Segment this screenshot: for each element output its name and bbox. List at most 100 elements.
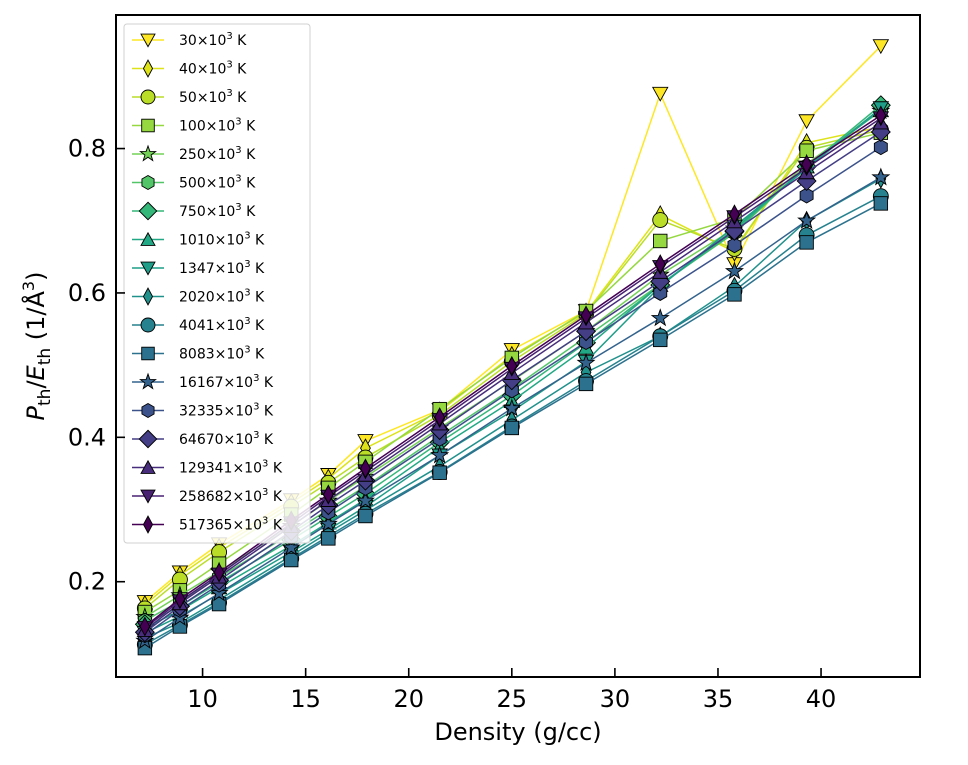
legend-label: 64670×103 K [179, 430, 274, 448]
legend-label: 32335×103 K [179, 402, 274, 420]
legend-entry-4041: 4041×103 K [132, 316, 265, 334]
legend-marker [142, 515, 154, 534]
legend-label: 40×103 K [179, 60, 247, 78]
data-point-8083-6 [432, 465, 447, 480]
data-point-16167-6 [430, 445, 450, 464]
data-point-517365-12 [875, 105, 887, 126]
legend-frame [123, 23, 311, 544]
data-point-16167-11 [797, 210, 817, 229]
series-8083 [137, 196, 889, 656]
legend-entry-750: 750×103 K [132, 201, 256, 221]
legend-label: 8083×103 K [179, 345, 265, 363]
data-point-8083-8 [578, 376, 594, 392]
data-point-16167-10 [724, 261, 744, 280]
legend-marker [140, 261, 156, 276]
legend-label: 250×103 K [179, 145, 256, 163]
legend-marker [140, 489, 156, 504]
data-point-517365-6 [434, 407, 446, 428]
data-point-8083-5 [358, 508, 373, 524]
y-tick-label: 0.8 [68, 135, 106, 163]
legend-entry-2020: 2020×103 K [132, 287, 265, 306]
legend-entry-250: 250×103 K [132, 144, 256, 163]
y-axis-title-sub1: th [35, 389, 55, 406]
y-axis-title-sup: 3 [19, 281, 38, 291]
data-point-30-9 [651, 86, 669, 102]
axis-ticks: 10 15 20 25 30 35 40 0.2 0.4 0.6 0.8 [68, 135, 836, 713]
data-point-8083-11 [799, 235, 814, 250]
data-point-16167-8 [576, 352, 596, 372]
data-point-517365-2 [213, 562, 225, 583]
y-tick-label: 0.4 [68, 423, 106, 451]
data-point-517365-0 [139, 616, 151, 637]
data-point-32335-9 [653, 284, 668, 301]
legend-entry-32335: 32335×103 K [132, 402, 274, 420]
legend-label: 517365×103 K [179, 516, 283, 534]
y-axis-title-sub2: th [35, 348, 55, 365]
legend-entry-258682: 258682×103 K [132, 487, 283, 505]
data-point-16167-3 [281, 537, 301, 556]
y-tick-label: 0.2 [68, 568, 106, 596]
legend-label: 16167×103 K [179, 373, 274, 391]
data-point-517365-4 [322, 484, 334, 505]
data-point-8083-2 [211, 596, 227, 612]
legend-entry-517365: 517365×103 K [132, 515, 283, 534]
y-axis-title-e: E [22, 364, 50, 380]
legend-marker [141, 174, 155, 191]
data-point-32335-12 [873, 139, 888, 156]
data-point-517365-9 [654, 254, 666, 275]
legend-marker [142, 59, 154, 78]
legend-label: 30×103 K [179, 31, 247, 49]
data-point-517365-1 [174, 589, 186, 609]
legend-entry-40: 40×103 K [132, 59, 247, 78]
data-point-30-12 [872, 39, 890, 55]
legend-marker [140, 33, 156, 48]
x-tick-label: 10 [187, 685, 218, 713]
x-tick-label: 15 [290, 685, 321, 713]
series-16167 [135, 167, 891, 649]
y-axis-title: Pth/Eth (1/Å3) [19, 272, 55, 421]
legend-label: 1347×103 K [179, 259, 265, 277]
legend-marker [139, 144, 157, 162]
legend-label: 750×103 K [179, 202, 256, 220]
legend-entry-64670: 64670×103 K [132, 429, 274, 449]
data-point-50-9 [652, 212, 669, 228]
data-point-8083-4 [321, 531, 336, 546]
legend-entry-129341: 129341×103 K [132, 459, 283, 477]
legend-marker [138, 429, 158, 449]
legend-label: 100×103 K [179, 117, 256, 135]
x-tick-label: 30 [600, 685, 631, 713]
data-point-8083-9 [653, 332, 668, 348]
y-tick-label: 0.6 [68, 279, 106, 307]
x-tick-label: 25 [497, 685, 528, 713]
legend-entry-50: 50×103 K [132, 88, 247, 106]
legend-entry-8083: 8083×103 K [132, 345, 265, 363]
legend-entry-1347: 1347×103 K [132, 259, 265, 277]
data-point-16167-7 [502, 398, 522, 417]
data-point-517365-7 [506, 355, 518, 376]
x-axis-title: Density (g/cc) [434, 718, 601, 746]
data-point-100-9 [653, 233, 668, 249]
legend-marker [141, 402, 155, 419]
data-point-517365-10 [729, 204, 740, 225]
data-point-8083-3 [284, 552, 299, 568]
legend-entry-500: 500×103 K [132, 174, 256, 192]
legend-entry-100: 100×103 K [132, 117, 256, 135]
x-tick-label: 35 [703, 685, 734, 713]
legend-marker [139, 372, 157, 390]
legend-label: 50×103 K [179, 88, 247, 106]
data-point-16167-4 [318, 513, 338, 533]
data-point-16167-12 [871, 167, 891, 186]
legend-marker [138, 201, 158, 221]
data-point-8083-10 [727, 287, 742, 302]
y-axis-title-p: P [22, 405, 50, 420]
legend-marker [141, 346, 155, 361]
data-point-32335-10 [727, 237, 742, 254]
series-517365 [139, 105, 887, 637]
data-point-16167-9 [650, 308, 670, 327]
x-tick-label: 20 [393, 685, 424, 713]
legend-marker [141, 118, 155, 133]
legend-marker [140, 231, 156, 246]
legend: 30×103 K 40×103 K 50×103 K 100×103 K 250×103… [123, 23, 311, 544]
